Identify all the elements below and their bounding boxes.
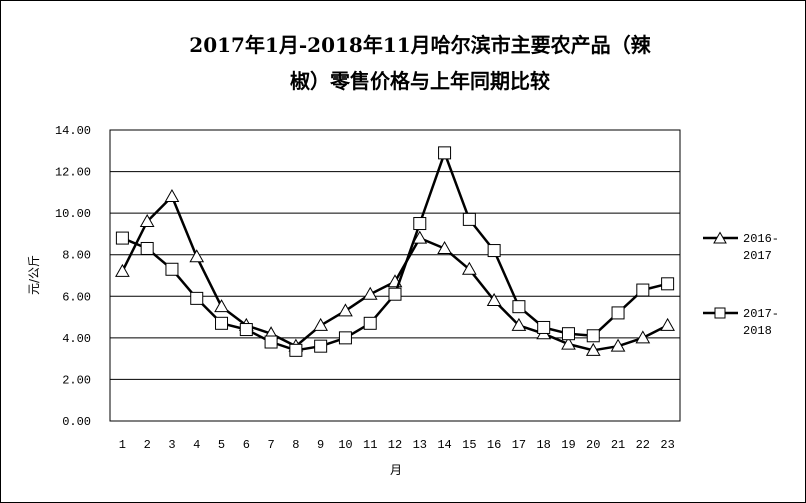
data-point-square xyxy=(140,241,154,255)
legend-item-series-1: 2016- 2017 xyxy=(703,231,779,263)
y-tick-label: 0.00 xyxy=(62,415,91,429)
data-point-square xyxy=(611,306,625,320)
x-tick-label: 13 xyxy=(413,438,427,452)
data-point-square xyxy=(438,146,452,160)
x-tick-label: 12 xyxy=(388,438,402,452)
x-tick-label: 18 xyxy=(536,438,550,452)
y-tick-label: 8.00 xyxy=(62,249,91,263)
data-point-triangle xyxy=(486,292,502,306)
grid-lines xyxy=(110,171,680,380)
y-tick-labels: 0.00 2.00 4.00 6.00 8.00 10.00 12.00 14.00 xyxy=(55,124,91,429)
plot-frame xyxy=(109,129,681,422)
data-point-triangle xyxy=(585,342,601,356)
data-point-triangle xyxy=(362,286,378,300)
data-point-square xyxy=(413,217,427,231)
data-point-square xyxy=(215,316,229,330)
data-point-square xyxy=(115,231,129,245)
x-tick-label: 15 xyxy=(462,438,476,452)
x-tick-label: 7 xyxy=(267,438,274,452)
data-point-triangle xyxy=(461,261,477,275)
data-point-square xyxy=(537,320,551,334)
data-point-square xyxy=(636,283,650,297)
y-axis-label: 元/公斤 xyxy=(27,255,41,295)
legend-label-series-1-line2: 2017 xyxy=(743,249,772,263)
legend-marker-triangle xyxy=(713,231,727,244)
x-axis-label: 月 xyxy=(390,463,402,477)
data-point-square xyxy=(289,343,303,357)
x-tick-label: 1 xyxy=(119,438,126,452)
data-point-triangle xyxy=(412,230,428,244)
data-point-triangle xyxy=(313,317,329,331)
x-tick-label: 21 xyxy=(611,438,625,452)
data-point-triangle xyxy=(139,213,155,227)
series-layer xyxy=(115,146,675,357)
y-tick-label: 14.00 xyxy=(55,124,91,138)
data-point-square xyxy=(586,329,600,343)
x-tick-label: 11 xyxy=(363,438,377,452)
x-tick-label: 20 xyxy=(586,438,600,452)
data-point-square xyxy=(338,331,352,345)
data-point-triangle xyxy=(214,299,229,313)
data-point-square xyxy=(462,212,476,226)
y-tick-label: 4.00 xyxy=(62,332,91,346)
x-tick-label: 10 xyxy=(338,438,352,452)
y-tick-label: 12.00 xyxy=(55,166,91,180)
legend-label-series-1-line1: 2016- xyxy=(743,232,779,246)
data-point-triangle xyxy=(610,338,626,352)
legend-item-series-2: 2017- 2018 xyxy=(703,307,779,338)
legend-marker-square xyxy=(714,307,726,319)
data-point-square xyxy=(487,244,501,258)
x-tick-label: 5 xyxy=(218,438,225,452)
data-point-square xyxy=(512,300,526,314)
series-1 xyxy=(115,188,675,356)
series-2 xyxy=(115,146,675,357)
y-tick-label: 10.00 xyxy=(55,207,91,221)
x-tick-label: 6 xyxy=(243,438,250,452)
x-tick-label: 2 xyxy=(144,438,151,452)
x-tick-label: 22 xyxy=(636,438,650,452)
data-point-triangle xyxy=(115,263,130,277)
legend: 2016- 2017 2017- 2018 xyxy=(703,231,779,338)
legend-label-series-2-line2: 2018 xyxy=(743,324,772,338)
data-point-triangle xyxy=(660,317,675,331)
y-tick-label: 2.00 xyxy=(62,373,91,387)
data-point-triangle xyxy=(511,317,527,331)
x-tick-label: 14 xyxy=(437,438,451,452)
chart-title-line1: 2017年1月-2018年11月哈尔滨市主要农产品（辣 xyxy=(189,33,651,57)
data-point-square xyxy=(239,323,253,337)
data-point-square xyxy=(165,262,179,276)
chart-title-line2: 椒）零售价格与上年同期比较 xyxy=(290,69,550,93)
data-point-triangle xyxy=(164,188,180,203)
x-tick-label: 16 xyxy=(487,438,501,452)
data-point-square xyxy=(190,291,204,305)
data-point-square xyxy=(661,277,675,291)
legend-label-series-2-line1: 2017- xyxy=(743,307,779,321)
x-tick-label: 23 xyxy=(660,438,674,452)
data-point-triangle xyxy=(189,249,205,263)
data-point-square xyxy=(363,316,377,330)
x-tick-label: 17 xyxy=(512,438,526,452)
data-point-triangle xyxy=(338,303,353,317)
data-point-square xyxy=(314,339,328,353)
x-tick-label: 8 xyxy=(292,438,299,452)
x-tick-labels: 1 2 3 4 5 6 7 8 9 10 11 12 13 14 15 16 17 18 19 20 21 22 23 xyxy=(119,438,675,452)
x-tick-label: 4 xyxy=(193,438,200,452)
data-point-square xyxy=(388,287,402,301)
data-point-triangle xyxy=(635,330,651,344)
x-tick-label: 19 xyxy=(561,438,575,452)
data-point-square xyxy=(561,327,575,341)
data-point-triangle xyxy=(437,240,452,254)
x-tick-label: 9 xyxy=(317,438,324,452)
data-point-square xyxy=(264,335,278,349)
data-point-triangle xyxy=(561,336,576,350)
y-tick-label: 6.00 xyxy=(62,290,91,304)
x-tick-label: 3 xyxy=(168,438,175,452)
